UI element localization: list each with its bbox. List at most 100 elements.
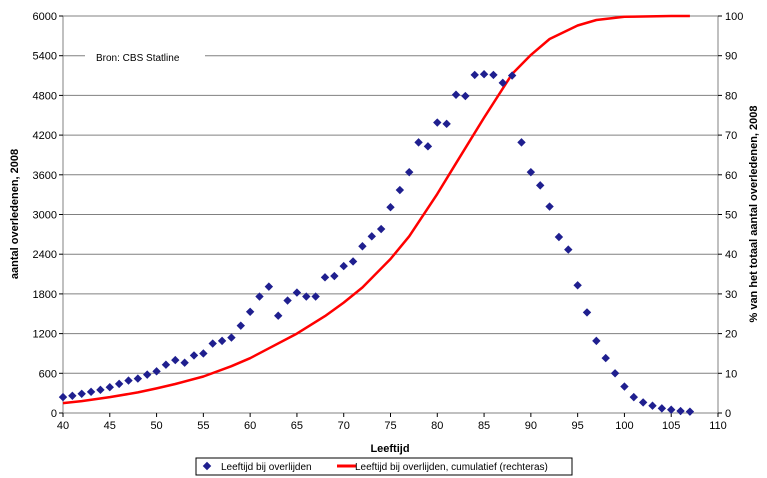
y-tick-label: 5400 — [33, 51, 57, 63]
y2-tick-label: 70 — [725, 130, 737, 142]
x-tick-label: 75 — [384, 420, 396, 432]
scatter-point — [517, 138, 526, 147]
scatter-point — [180, 358, 189, 367]
scatter-point — [386, 203, 395, 212]
source-annotation-box: Bron: CBS Statline — [85, 45, 205, 69]
y-tick-label: 3600 — [33, 170, 57, 182]
scatter-point — [433, 118, 442, 127]
y2-tick-label: 60 — [725, 170, 737, 182]
x-axis-title: Leeftijd — [370, 443, 409, 455]
scatter-point — [274, 311, 283, 320]
scatter-point — [86, 387, 96, 397]
y-tick-label: 4800 — [33, 90, 57, 102]
scatter-point — [638, 398, 648, 407]
scatter-point — [114, 379, 124, 389]
scatter-point — [208, 339, 217, 348]
x-tick-label: 45 — [104, 420, 116, 432]
scatter-point — [105, 382, 114, 392]
scatter-point — [526, 167, 536, 177]
scatter-point — [255, 292, 264, 301]
y2-axis-title: % van het totaal aantal overledenen, 200… — [748, 105, 760, 322]
scatter-point — [405, 167, 414, 177]
y-tick-label: 6000 — [33, 11, 57, 23]
scatter-point — [573, 281, 582, 290]
scatter-point — [442, 119, 451, 129]
scatter-point — [227, 333, 236, 342]
scatter-point — [245, 307, 255, 316]
legend-label-line: Leeftijd bij overlijden, cumulatief (rec… — [355, 462, 548, 473]
scatter-point — [564, 245, 573, 254]
scatter-point — [96, 385, 105, 395]
scatter-point — [143, 370, 152, 379]
line-series-layer — [62, 14, 690, 405]
legend-label-scatter: Leeftijd bij overlijden — [221, 462, 312, 473]
scatter-point — [77, 389, 86, 399]
y-tick-label: 1800 — [33, 289, 57, 301]
scatter-point — [610, 369, 620, 378]
scatter-point — [423, 142, 433, 151]
scatter-point — [124, 376, 133, 385]
scatter-point — [489, 70, 498, 80]
x-tick-label: 70 — [338, 420, 350, 432]
scatter-point — [479, 70, 489, 79]
scatter-point — [554, 232, 564, 242]
y2-tick-label: 30 — [725, 289, 737, 301]
legend-frame — [195, 457, 573, 476]
y-axis-title: aantal overledenen, 2008 — [9, 149, 21, 279]
x-tick-label: 90 — [525, 420, 537, 432]
x-tick-label: 85 — [478, 420, 490, 432]
legend: Leeftijd bij overlijden Leeftijd bij ove… — [195, 457, 573, 476]
gridlines — [63, 55, 718, 374]
scatter-point — [685, 407, 695, 416]
x-tick-label: 60 — [244, 420, 256, 432]
scatter-point — [592, 336, 601, 346]
x-tick-label: 50 — [150, 420, 162, 432]
legend-marker-scatter — [202, 461, 212, 471]
y-tick-label: 4200 — [33, 130, 57, 142]
scatter-point — [582, 308, 592, 317]
cumulative-line — [62, 14, 690, 405]
x-tick-label: 105 — [662, 420, 680, 432]
scatter-point — [152, 367, 161, 376]
scatter-point — [358, 242, 367, 251]
scatter-point — [339, 261, 348, 271]
scatter-point — [264, 282, 274, 291]
y-axis-right: 0 10 20 30 40 50 60 70 80 90 100 — [718, 11, 743, 420]
y2-tick-label: 20 — [725, 329, 737, 341]
x-axis: 40 45 50 55 60 65 70 75 80 85 90 95 100 105 110 — [57, 413, 727, 432]
scatter-point — [451, 90, 461, 99]
scatter-point — [348, 257, 358, 266]
scatter-point — [620, 382, 629, 391]
scatter-point — [171, 355, 180, 365]
scatter-point — [667, 405, 676, 414]
y2-tick-label: 90 — [725, 51, 737, 63]
scatter-point — [320, 273, 330, 282]
scatter-point — [470, 70, 479, 80]
y2-tick-label: 100 — [725, 11, 743, 23]
x-tick-label: 65 — [291, 420, 303, 432]
x-tick-label: 40 — [57, 420, 69, 432]
scatter-point — [601, 353, 610, 363]
scatter-point — [657, 404, 667, 413]
scatter-point — [292, 288, 302, 297]
y2-tick-label: 10 — [725, 368, 737, 380]
scatter-point — [536, 181, 545, 190]
scatter-point — [311, 292, 320, 301]
x-tick-label: 100 — [615, 420, 633, 432]
scatter-point — [283, 296, 292, 305]
scatter-point — [507, 71, 517, 80]
y2-tick-label: 50 — [725, 210, 737, 222]
scatter-point — [68, 391, 77, 400]
scatter-point — [498, 78, 507, 88]
y-tick-label: 600 — [39, 368, 57, 380]
y-tick-label: 1200 — [33, 329, 57, 341]
scatter-point — [676, 406, 685, 416]
scatter-point — [302, 292, 311, 301]
x-tick-label: 55 — [197, 420, 209, 432]
scatter-point — [395, 185, 405, 195]
scatter-point — [376, 224, 386, 234]
scatter-point — [330, 271, 339, 281]
scatter-point — [236, 321, 245, 330]
y2-tick-label: 0 — [725, 408, 731, 420]
